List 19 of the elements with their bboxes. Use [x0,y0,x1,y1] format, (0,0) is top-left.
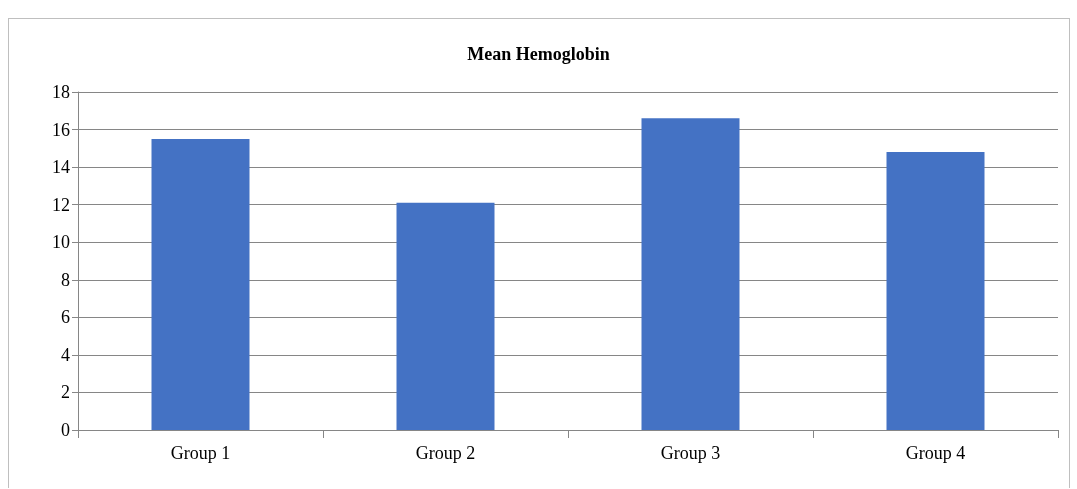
y-tick-label: 6 [61,307,70,328]
x-tick-label: Group 4 [905,443,966,463]
bar [151,138,250,430]
y-tick-label: 18 [52,82,70,102]
y-tick-label: 12 [52,194,70,215]
y-tick-label: 4 [61,344,70,365]
y-tick-label: 0 [61,420,70,440]
y-tick-label: 16 [52,119,70,140]
x-tick-label: Group 1 [170,443,231,463]
y-tick-label: 14 [52,157,70,178]
y-tick-label: 10 [52,232,70,253]
x-tick-label: Group 2 [415,443,476,463]
y-tick-label: 8 [61,269,70,290]
bar [886,152,985,430]
bar [641,118,740,430]
y-tick-label: 2 [61,382,70,403]
bar [396,202,495,430]
x-tick-label: Group 3 [660,443,721,463]
chart-title: Mean Hemoglobin [467,44,610,64]
